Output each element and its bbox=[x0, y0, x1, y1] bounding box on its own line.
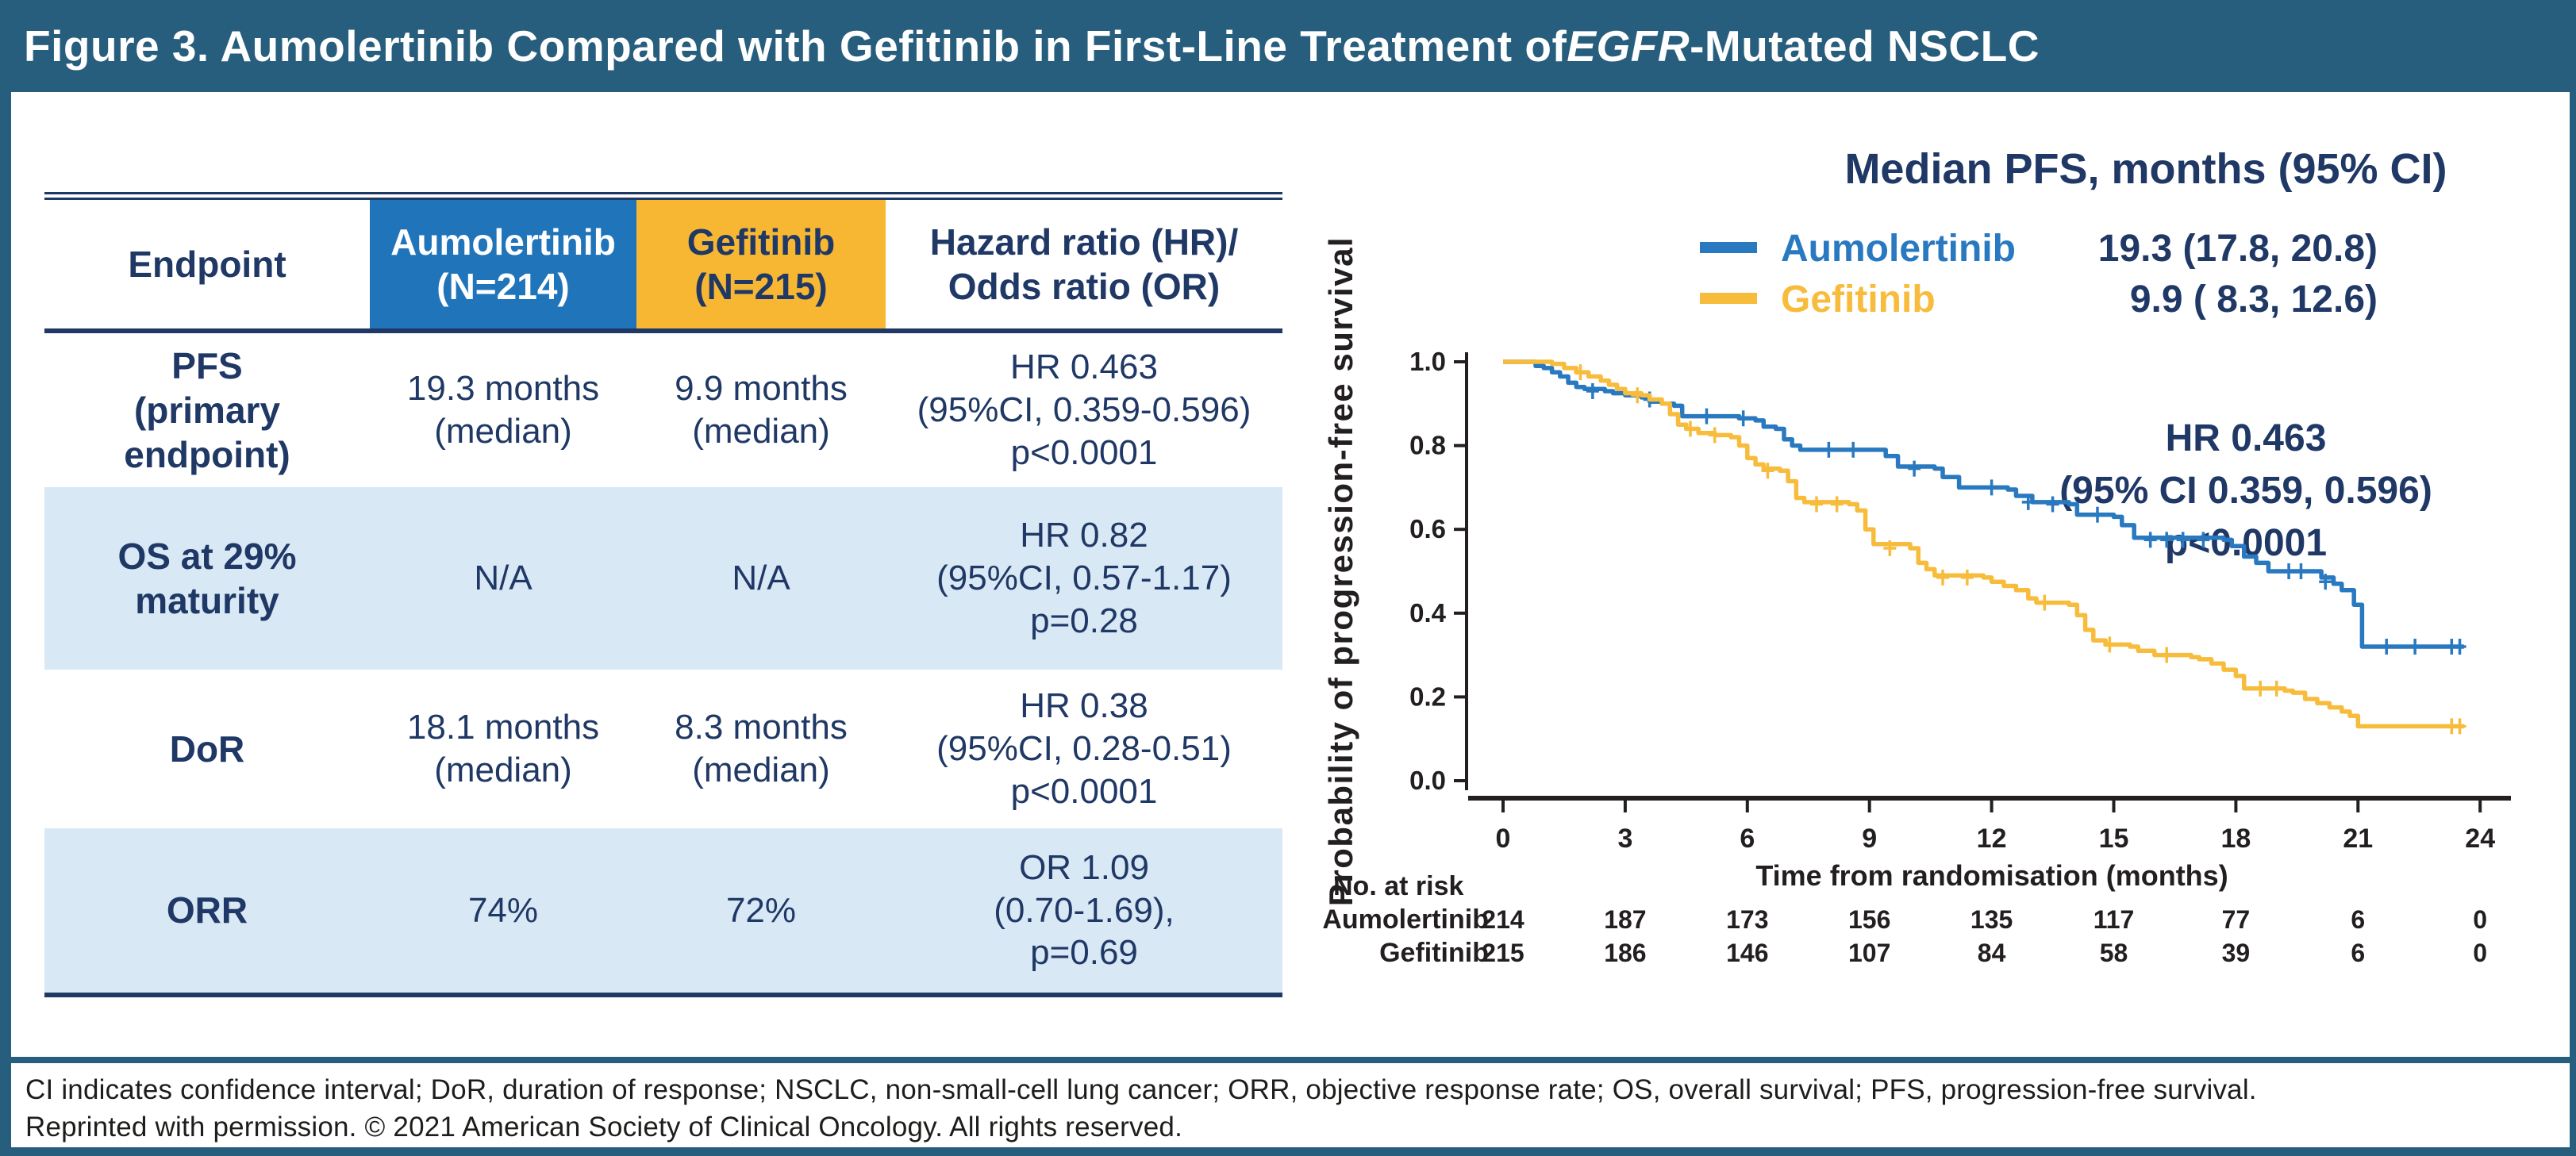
y-tick-label: 0.6 bbox=[1409, 514, 1446, 543]
km-curve-aumolertinib bbox=[1503, 359, 2464, 649]
table-row-orr-endpoint: ORR bbox=[44, 828, 370, 993]
table-row-os-gefitinib: N/A bbox=[636, 487, 886, 670]
risk-count: 215 bbox=[1482, 939, 1524, 967]
risk-count: 0 bbox=[2473, 939, 2487, 967]
risk-count: 84 bbox=[1978, 939, 2006, 967]
y-tick-label: 0.8 bbox=[1409, 431, 1446, 460]
risk-table-label: No. at risk bbox=[1333, 871, 1463, 901]
figure-title-prefix: Figure 3. Aumolertinib Compared with Gef… bbox=[24, 21, 1567, 71]
figure-content: Endpoint Aumolertinib (N=214) Gefitinib … bbox=[11, 92, 2570, 1057]
x-tick-label: 0 bbox=[1496, 824, 1511, 854]
table-header-ratio: Hazard ratio (HR)/ Odds ratio (OR) bbox=[886, 200, 1282, 333]
legend-median-gefitinib: 9.9 ( 8.3, 12.6) bbox=[2130, 278, 2378, 321]
figure-footnote: CI indicates confidence interval; DoR, d… bbox=[11, 1063, 2570, 1147]
y-tick-label: 0.2 bbox=[1409, 682, 1446, 711]
y-tick-label: 0.4 bbox=[1409, 598, 1447, 628]
x-tick-label: 12 bbox=[1977, 824, 2007, 854]
footnote-copyright: Reprinted with permission. © 2021 Americ… bbox=[25, 1112, 1182, 1143]
table-header-aumolertinib: Aumolertinib (N=214) bbox=[370, 200, 636, 333]
x-tick-label: 9 bbox=[1862, 824, 1877, 854]
x-tick-label: 6 bbox=[1740, 824, 1755, 854]
endpoint-table: Endpoint Aumolertinib (N=214) Gefitinib … bbox=[44, 192, 1282, 997]
hr-annotation-line1: HR 0.463 bbox=[2166, 417, 2327, 459]
table-row-os-endpoint: OS at 29% maturity bbox=[44, 487, 370, 670]
pfs-km-chart: Median PFS, months (95% CI) Aumolertinib 1… bbox=[1305, 92, 2560, 1057]
table-row-orr-aumolertinib: 74% bbox=[370, 828, 636, 993]
figure-title-suffix: -Mutated NSCLC bbox=[1690, 21, 2040, 71]
risk-count: 39 bbox=[2222, 939, 2251, 967]
risk-count: 135 bbox=[1970, 905, 2013, 934]
table-header-endpoint: Endpoint bbox=[44, 200, 370, 333]
table-row-pfs-gefitinib: 9.9 months (median) bbox=[675, 369, 848, 451]
legend-label-gefitinib: Gefitinib bbox=[1781, 278, 1936, 321]
table-row-os-aumolertinib: N/A bbox=[370, 487, 636, 670]
risk-count: 187 bbox=[1604, 905, 1646, 934]
risk-count: 77 bbox=[2222, 905, 2251, 934]
risk-count: 6 bbox=[2351, 905, 2365, 934]
y-axis-title: Probability of progression-free survival bbox=[1322, 236, 1359, 906]
risk-count: 156 bbox=[1848, 905, 1890, 934]
table-row-pfs-ratio: HR 0.463 (95%CI, 0.359-0.596) p<0.0001 bbox=[917, 348, 1251, 472]
table-row-orr-ratio: OR 1.09 (0.70-1.69), p=0.69 bbox=[886, 828, 1282, 993]
table-row-dor-aumolertinib: 18.1 months (median) bbox=[406, 708, 600, 789]
table-row-orr-gefitinib: 72% bbox=[636, 828, 886, 993]
chart-title: Median PFS, months (95% CI) bbox=[1844, 145, 2447, 193]
x-tick-label: 15 bbox=[2099, 824, 2129, 854]
table-row-dor-gefitinib: 8.3 months (median) bbox=[675, 708, 848, 789]
risk-count: 214 bbox=[1482, 905, 1524, 934]
risk-row-label-aumolertinib: Aumolertinib bbox=[1322, 904, 1489, 935]
risk-count: 146 bbox=[1726, 939, 1768, 967]
legend-median-aumolertinib: 19.3 (17.8, 20.8) bbox=[2098, 228, 2378, 270]
x-tick-label: 21 bbox=[2343, 824, 2373, 854]
table-row-dor-ratio: HR 0.38 (95%CI, 0.28-0.51) p<0.0001 bbox=[936, 686, 1232, 811]
y-tick-label: 0.0 bbox=[1409, 766, 1446, 795]
table-header-gefitinib: Gefitinib (N=215) bbox=[636, 200, 886, 333]
table-row-os-ratio: HR 0.82 (95%CI, 0.57-1.17) p=0.28 bbox=[886, 487, 1282, 670]
hr-annotation-line2: (95% CI 0.359, 0.596) bbox=[2059, 470, 2432, 512]
y-tick-label: 1.0 bbox=[1409, 347, 1446, 376]
x-axis-title: Time from randomisation (months) bbox=[1755, 859, 2228, 892]
risk-count: 58 bbox=[2100, 939, 2128, 967]
table-row-dor-endpoint: DoR bbox=[169, 728, 245, 770]
risk-count: 6 bbox=[2351, 939, 2365, 967]
x-tick-label: 3 bbox=[1617, 824, 1632, 854]
risk-count: 173 bbox=[1726, 905, 1768, 934]
risk-count: 107 bbox=[1848, 939, 1890, 967]
table-row-pfs-aumolertinib: 19.3 months (median) bbox=[406, 369, 600, 451]
x-tick-label: 18 bbox=[2220, 824, 2251, 854]
figure-title-gene-italic: EGFR bbox=[1567, 21, 1690, 71]
risk-row-label-gefitinib: Gefitinib bbox=[1379, 938, 1489, 968]
footnote-abbreviations: CI indicates confidence interval; DoR, d… bbox=[25, 1074, 2257, 1105]
risk-count: 0 bbox=[2473, 905, 2487, 934]
pfs-km-chart-svg: Median PFS, months (95% CI) Aumolertinib 1… bbox=[1322, 145, 2511, 968]
risk-count: 186 bbox=[1604, 939, 1646, 967]
legend-label-aumolertinib: Aumolertinib bbox=[1781, 228, 2016, 270]
x-tick-label: 24 bbox=[2465, 824, 2495, 854]
km-curve-gefitinib bbox=[1503, 359, 2464, 729]
table-row-pfs-endpoint: PFS (primary endpoint) bbox=[124, 344, 290, 476]
figure-title-bar: Figure 3. Aumolertinib Compared with Gef… bbox=[0, 0, 2576, 92]
risk-count: 117 bbox=[2093, 905, 2135, 934]
